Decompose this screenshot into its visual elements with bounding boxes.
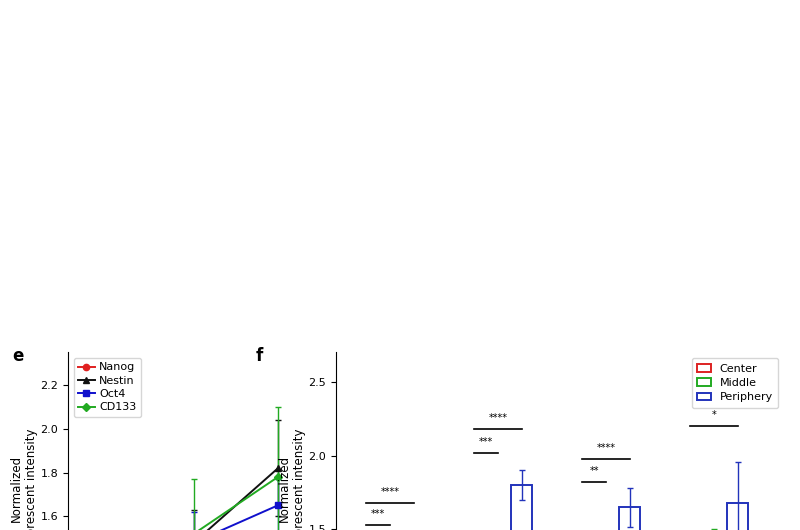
Bar: [727, 503, 748, 530]
Text: ***: ***: [479, 437, 493, 447]
Text: f: f: [255, 347, 262, 365]
Bar: [619, 507, 640, 530]
Text: ***: ***: [371, 509, 386, 519]
Y-axis label: Normalized
fluorescent intensity: Normalized fluorescent intensity: [10, 428, 38, 530]
Legend: Center, Middle, Periphery: Center, Middle, Periphery: [692, 358, 778, 408]
Text: e: e: [13, 347, 24, 365]
Legend: Nanog, Nestin, Oct4, CD133: Nanog, Nestin, Oct4, CD133: [74, 358, 141, 417]
Bar: [511, 485, 532, 530]
Text: ****: ****: [489, 413, 507, 423]
Text: **: **: [590, 466, 598, 476]
Text: ****: ****: [596, 443, 615, 453]
Text: ****: ****: [381, 487, 399, 497]
Y-axis label: Normalized
fluorescent intensity: Normalized fluorescent intensity: [278, 428, 306, 530]
Text: *: *: [711, 410, 716, 420]
